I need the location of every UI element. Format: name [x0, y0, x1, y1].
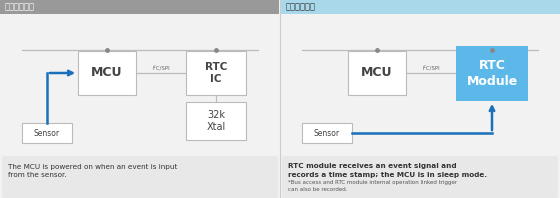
FancyBboxPatch shape — [2, 156, 278, 198]
Text: MCU: MCU — [91, 67, 123, 80]
FancyBboxPatch shape — [282, 156, 558, 198]
FancyBboxPatch shape — [0, 0, 279, 14]
FancyBboxPatch shape — [348, 51, 406, 95]
FancyBboxPatch shape — [281, 0, 560, 14]
FancyBboxPatch shape — [78, 51, 136, 95]
Text: Sensor: Sensor — [314, 129, 340, 137]
Text: 32k
Xtal: 32k Xtal — [207, 110, 226, 132]
FancyBboxPatch shape — [22, 123, 72, 143]
Text: 爱普生的提议: 爱普生的提议 — [286, 3, 316, 11]
FancyBboxPatch shape — [302, 123, 352, 143]
Text: 公共电路配置: 公共电路配置 — [5, 3, 35, 11]
Text: The MCU is powered on when an event is input: The MCU is powered on when an event is i… — [8, 164, 178, 170]
Text: RTC
IC: RTC IC — [205, 62, 227, 84]
Text: I²C/SPI: I²C/SPI — [422, 66, 440, 71]
Text: from the sensor.: from the sensor. — [8, 172, 67, 178]
Text: *Bus access and RTC module internal operation linked trigger
can also be recorde: *Bus access and RTC module internal oper… — [288, 180, 457, 192]
Text: RTC module receives an event signal and
records a time stamp; the MCU is in slee: RTC module receives an event signal and … — [288, 163, 487, 177]
Text: MCU: MCU — [361, 67, 393, 80]
FancyBboxPatch shape — [456, 46, 528, 101]
Text: I²C/SPI: I²C/SPI — [152, 66, 170, 71]
Text: Sensor: Sensor — [34, 129, 60, 137]
FancyBboxPatch shape — [186, 102, 246, 140]
Text: RTC
Module: RTC Module — [466, 59, 517, 88]
FancyBboxPatch shape — [186, 51, 246, 95]
